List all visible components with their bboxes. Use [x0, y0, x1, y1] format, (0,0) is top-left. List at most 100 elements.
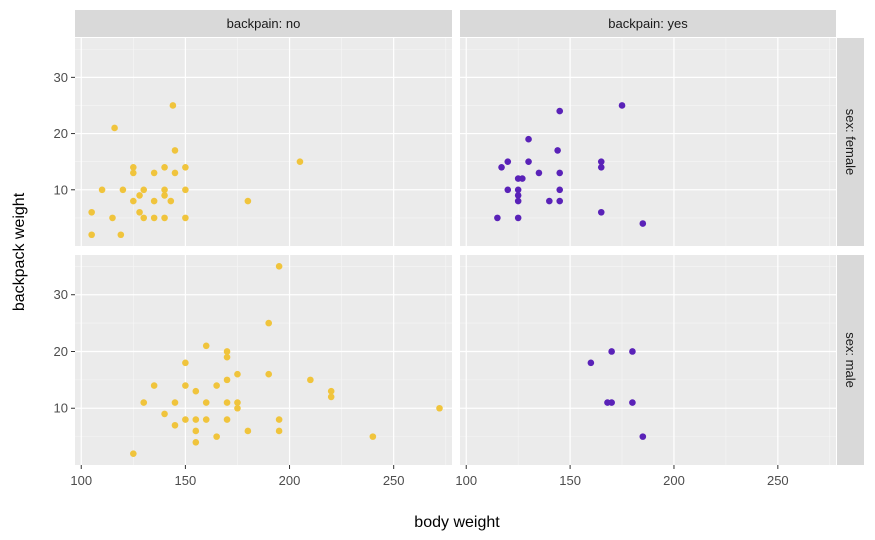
- data-point: [88, 231, 95, 239]
- data-point: [223, 353, 231, 361]
- x-tick-label: 200: [279, 473, 301, 488]
- data-point: [327, 393, 335, 401]
- data-point: [171, 147, 179, 154]
- strip-label-sex-female: sex: female: [843, 109, 858, 175]
- data-point: [514, 192, 522, 199]
- panel-background: [460, 255, 836, 465]
- data-point: [182, 359, 189, 367]
- data-point: [130, 450, 137, 457]
- data-point: [234, 399, 241, 406]
- data-point: [554, 147, 561, 154]
- data-point: [171, 169, 179, 177]
- data-point: [556, 186, 564, 194]
- data-point: [556, 107, 564, 115]
- x-tick-label: 250: [383, 473, 405, 488]
- data-point: [494, 214, 501, 222]
- x-tick-label: 150: [559, 473, 581, 488]
- data-point: [597, 208, 605, 216]
- data-point: [182, 214, 189, 222]
- data-point: [514, 186, 522, 194]
- strip-label-backpain-yes: backpain: yes: [608, 16, 688, 31]
- strip-label-sex-male: sex: male: [843, 332, 858, 388]
- data-point: [150, 382, 158, 389]
- data-point: [213, 382, 220, 389]
- data-point: [161, 214, 168, 222]
- data-point: [171, 421, 179, 429]
- data-point: [88, 208, 95, 216]
- data-point: [546, 197, 553, 205]
- data-point: [140, 399, 148, 406]
- strip-label-backpain-no: backpain: no: [227, 16, 301, 31]
- data-point: [109, 214, 116, 222]
- data-point: [171, 399, 179, 406]
- facet-panel: [460, 38, 836, 246]
- data-point: [514, 214, 522, 222]
- x-tick-label: 100: [70, 473, 92, 488]
- data-point: [296, 158, 304, 165]
- data-point: [202, 399, 210, 406]
- data-point: [436, 404, 443, 412]
- data-point: [161, 192, 168, 199]
- data-point: [140, 214, 148, 222]
- data-point: [150, 197, 158, 205]
- panel-points: [587, 348, 647, 440]
- data-point: [130, 163, 137, 171]
- data-point: [519, 175, 526, 182]
- data-point: [608, 399, 615, 406]
- data-point: [213, 433, 220, 440]
- strip-sex-female: [837, 38, 864, 246]
- panels-layer: [75, 38, 836, 465]
- data-point: [597, 163, 605, 171]
- data-point: [223, 399, 231, 406]
- data-point: [223, 376, 231, 384]
- data-point: [265, 319, 273, 327]
- data-point: [498, 163, 505, 171]
- data-point: [525, 135, 532, 143]
- data-point: [597, 158, 605, 165]
- data-point: [167, 197, 175, 205]
- data-point: [639, 433, 647, 440]
- data-point: [192, 438, 200, 446]
- data-point: [504, 158, 512, 165]
- data-point: [504, 186, 512, 194]
- data-point: [223, 348, 231, 355]
- data-point: [629, 348, 636, 355]
- data-point: [98, 186, 106, 194]
- data-point: [234, 404, 241, 412]
- panel-points: [88, 102, 304, 239]
- axes-layer: 10 20 30 10 20 30 100 150 200 250 100 150 200 250: [54, 70, 789, 488]
- strip-backpain-yes: [460, 10, 836, 37]
- strip-sex-male: [837, 255, 864, 465]
- x-tick-label: 200: [663, 473, 685, 488]
- data-point: [234, 370, 241, 378]
- data-point: [525, 158, 532, 165]
- data-point: [223, 416, 231, 423]
- data-point: [161, 410, 168, 418]
- data-point: [556, 169, 564, 177]
- data-point: [140, 186, 148, 194]
- data-point: [514, 197, 522, 205]
- y-tick-label: 30: [54, 70, 68, 85]
- facet-panel: [75, 38, 452, 246]
- data-point: [202, 416, 210, 423]
- data-point: [136, 208, 143, 216]
- data-point: [587, 359, 595, 367]
- x-tick-label: 250: [767, 473, 789, 488]
- panel-points: [130, 263, 443, 457]
- data-point: [130, 169, 137, 177]
- data-point: [307, 376, 314, 384]
- strip-backpain-no: [75, 10, 452, 37]
- data-point: [161, 186, 168, 194]
- data-point: [161, 163, 168, 171]
- strips-layer: backpain: no backpain: yes sex: female s…: [75, 10, 864, 465]
- data-point: [556, 197, 564, 205]
- data-point: [182, 416, 189, 423]
- data-point: [535, 169, 543, 177]
- data-point: [169, 102, 177, 109]
- x-tick-label: 100: [455, 473, 477, 488]
- y-tick-label: 30: [54, 287, 68, 302]
- data-point: [275, 416, 283, 423]
- panel-points: [494, 102, 647, 227]
- x-tick-label: 150: [175, 473, 197, 488]
- data-point: [192, 427, 200, 435]
